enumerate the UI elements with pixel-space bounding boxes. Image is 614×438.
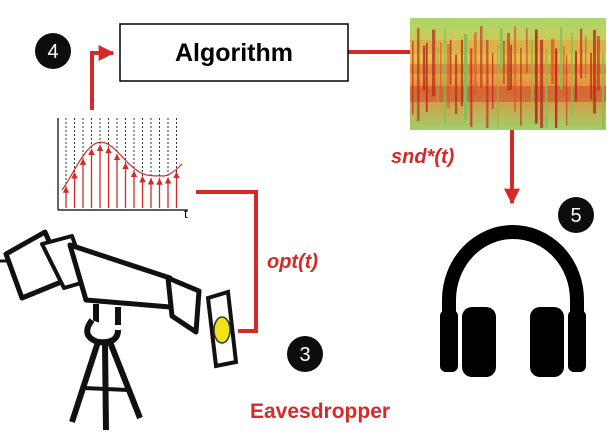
spectrogram-stripe-9	[450, 39, 452, 85]
spectrogram-stripe-11	[461, 39, 463, 106]
spectrogram-stripe-10	[455, 54, 458, 115]
spectrogram-stripe-4	[432, 29, 436, 97]
sampled-signal-plot: t	[57, 118, 188, 221]
spectrogram-stripe-16	[486, 39, 489, 128]
step-badge-3: 3	[287, 336, 323, 372]
spectrogram-image	[410, 18, 606, 130]
spectrogram-stripe-23	[514, 26, 517, 112]
spectrogram-stripe-27	[535, 29, 538, 124]
spectrogram-stripe-2	[423, 45, 426, 91]
spectrogram-stripe-24	[520, 47, 522, 126]
spectrogram-stripe-28	[540, 39, 544, 128]
optical-signal-label: opt(t)	[267, 251, 318, 273]
spectrogram-stripe-37	[580, 28, 583, 79]
spectrogram-stripes	[412, 26, 605, 129]
signal-axis-label: t	[184, 206, 188, 221]
spectrogram-stripe-18	[497, 45, 499, 128]
spectrogram-stripe-39	[590, 53, 593, 100]
algorithm-box: Algorithm	[119, 23, 349, 82]
headphones-icon	[440, 225, 586, 377]
step-badge-5: 5	[558, 197, 594, 233]
spectrogram-stripe-38	[585, 35, 587, 78]
connector-telescope-to-signal	[196, 190, 258, 333]
spectrogram-stripe-22	[510, 44, 513, 90]
spectrogram-stripe-33	[563, 46, 565, 97]
spectrogram-stripe-8	[447, 44, 450, 109]
spectrogram-stripe-34	[566, 54, 568, 126]
spectrogram-stripe-19	[500, 28, 503, 70]
spectrogram-stripe-25	[526, 28, 528, 73]
spectrogram-stripe-40	[593, 29, 597, 114]
spectrogram-stripe-1	[417, 28, 420, 122]
telescope-lens	[205, 289, 239, 369]
eavesdropper-label: Eavesdropper	[250, 400, 390, 423]
spectrogram-stripe-42	[602, 52, 605, 128]
svg-text:4: 4	[47, 41, 58, 63]
spectrogram-stripe-31	[555, 48, 558, 128]
spectrogram-stripe-20	[503, 40, 505, 84]
spectrogram-stripe-17	[492, 52, 494, 109]
spectrogram-stripe-12	[464, 34, 468, 121]
spectrogram-stripe-13	[470, 48, 473, 127]
recovered-sound-label: snd*(t)	[391, 146, 455, 168]
step-badge-4: 4	[35, 33, 71, 69]
spectrogram-stripe-14	[474, 32, 477, 97]
spectrogram-stripe-41	[597, 36, 600, 91]
spectrogram-stripe-30	[551, 39, 555, 84]
sample-arrows	[62, 144, 180, 208]
spectrogram-stripe-0	[412, 40, 414, 115]
spectrogram-stripe-21	[507, 32, 510, 91]
arrow-signal-to-algorithm	[90, 45, 115, 110]
spectrogram-stripe-29	[545, 49, 548, 129]
spectrogram-stripe-36	[575, 50, 577, 102]
spectrogram-stripe-32	[560, 27, 563, 90]
signal-curve	[61, 141, 183, 191]
spectrogram-stripe-35	[571, 32, 573, 118]
telescope-icon	[0, 229, 202, 431]
spectrogram-stripe-5	[437, 46, 439, 104]
svg-text:5: 5	[570, 205, 581, 227]
spectrogram-stripe-7	[444, 28, 446, 124]
svg-text:3: 3	[299, 344, 310, 366]
algorithm-label: Algorithm	[175, 39, 293, 67]
spectrogram-stripe-15	[480, 26, 483, 88]
spectrogram-stripe-3	[426, 42, 428, 113]
spectrogram-stripe-6	[440, 42, 442, 103]
spectrogram-stripe-26	[531, 39, 534, 102]
